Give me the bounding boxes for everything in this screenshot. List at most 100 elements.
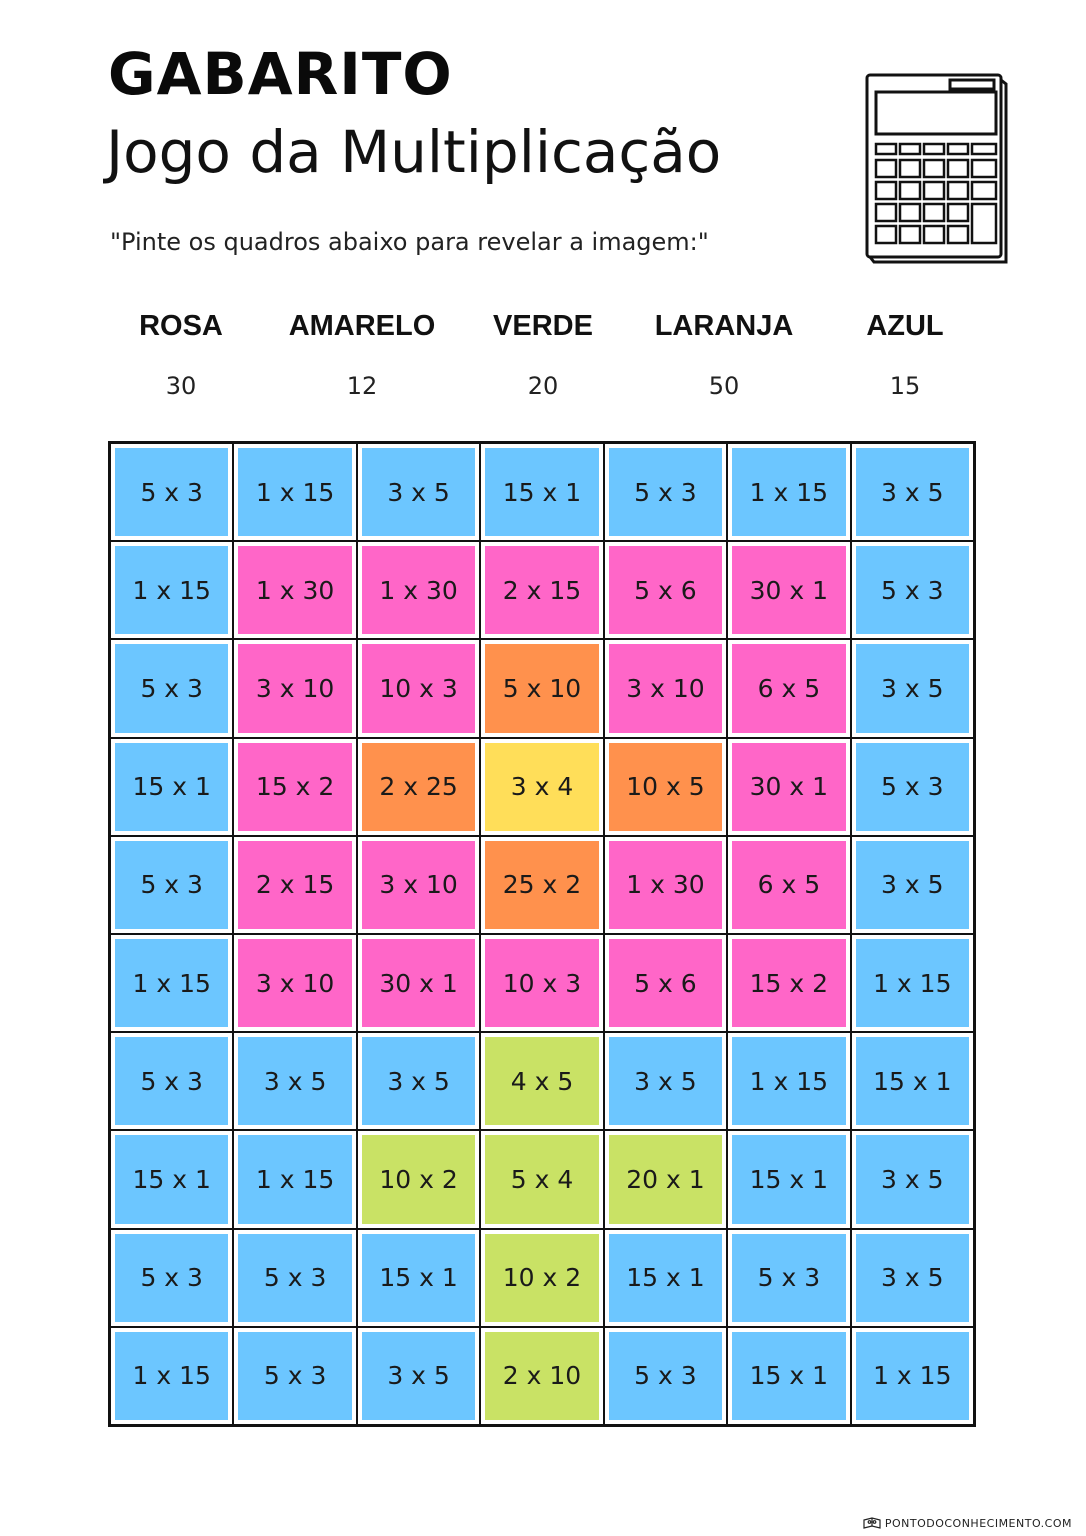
grid-cell-label: 1 x 15: [115, 1331, 229, 1420]
grid-cell-label: 3 x 5: [238, 1037, 352, 1126]
grid-cell-label: 1 x 15: [115, 546, 229, 635]
grid-cell: 1 x 30: [604, 836, 727, 933]
grid-cell-label: 1 x 15: [855, 938, 969, 1028]
grid-cell: 1 x 30: [357, 542, 480, 639]
legend-name-azul: AZUL: [866, 310, 944, 342]
grid-cell: 6 x 5: [728, 836, 850, 933]
grid-cell: 15 x 2: [234, 738, 356, 835]
grid-cell: 15 x 1: [481, 444, 603, 541]
grid-cell-label: 5 x 3: [855, 742, 969, 831]
grid-cell: 5 x 6: [604, 542, 727, 639]
grid-cell: 5 x 3: [111, 444, 233, 541]
grid-cell: 15 x 1: [728, 1131, 850, 1228]
grid-cell-label: 1 x 30: [238, 546, 352, 635]
grid-cell-label: 2 x 15: [238, 840, 352, 929]
grid-cell-label: 3 x 5: [855, 448, 969, 537]
grid-cell-label: 3 x 10: [238, 644, 352, 733]
grid-cell: 30 x 1: [357, 934, 480, 1032]
grid-cell-label: 1 x 30: [608, 840, 723, 929]
footer: PONTODOCONHECIMENTO.COM: [863, 1516, 1072, 1530]
grid-cell-label: 5 x 3: [732, 1233, 846, 1322]
grid-cell-label: 10 x 5: [608, 742, 723, 831]
grid-cell: 10 x 2: [481, 1229, 603, 1326]
grid-cell-label: 3 x 5: [361, 448, 476, 537]
grid-cell: 5 x 3: [111, 1229, 233, 1326]
grid-cell: 3 x 5: [851, 444, 973, 541]
grid-cell: 2 x 15: [234, 836, 356, 933]
grid-cell: 25 x 2: [481, 836, 603, 933]
grid-cell: 5 x 3: [111, 836, 233, 933]
grid-cell-label: 15 x 1: [855, 1037, 969, 1126]
grid-cell: 3 x 10: [357, 836, 480, 933]
grid-cell: 5 x 3: [604, 1327, 727, 1424]
grid-cell-label: 15 x 1: [608, 1233, 723, 1322]
grid-cell: 1 x 15: [728, 1033, 850, 1130]
grid-cell-label: 5 x 3: [238, 1331, 352, 1420]
grid-cell: 15 x 2: [728, 934, 850, 1032]
grid-cell: 4 x 5: [481, 1033, 603, 1130]
legend-value-azul: 15: [889, 372, 921, 400]
legend-value-rosa: 30: [165, 372, 197, 400]
calculator-icon: [865, 73, 1008, 264]
grid-cell-label: 1 x 15: [732, 1037, 846, 1126]
grid-cell-label: 3 x 5: [361, 1331, 476, 1420]
grid-cell: 3 x 10: [234, 640, 356, 737]
grid-cell: 5 x 3: [728, 1229, 850, 1326]
grid-cell-label: 15 x 1: [732, 1135, 846, 1224]
grid-cell-label: 5 x 3: [115, 1233, 229, 1322]
grid-cell-label: 15 x 2: [238, 742, 352, 831]
grid-cell-label: 10 x 2: [485, 1233, 599, 1322]
grid-cell: 15 x 1: [111, 1131, 233, 1228]
grid-cell-label: 10 x 3: [485, 938, 599, 1028]
grid-cell: 30 x 1: [728, 738, 850, 835]
grid-cell-label: 5 x 3: [238, 1233, 352, 1322]
grid-cell-label: 20 x 1: [608, 1135, 723, 1224]
grid-cell-label: 15 x 1: [115, 742, 229, 831]
page-title: GABARITO: [108, 40, 453, 108]
grid-cell-label: 5 x 10: [485, 644, 599, 733]
grid-cell: 15 x 1: [728, 1327, 850, 1424]
grid-cell-label: 3 x 4: [485, 742, 599, 831]
grid-cell-label: 1 x 15: [855, 1331, 969, 1420]
grid-cell-label: 30 x 1: [732, 546, 846, 635]
grid-cell: 5 x 3: [851, 542, 973, 639]
grid-cell-label: 15 x 1: [485, 448, 599, 537]
grid-cell-label: 30 x 1: [732, 742, 846, 831]
grid-cell-label: 1 x 15: [238, 448, 352, 537]
grid-cell: 10 x 2: [357, 1131, 480, 1228]
grid-cell: 1 x 15: [111, 1327, 233, 1424]
grid-cell: 15 x 1: [851, 1033, 973, 1130]
grid-cell: 3 x 10: [604, 640, 727, 737]
grid-cell: 1 x 15: [234, 1131, 356, 1228]
footer-site: PONTODOCONHECIMENTO.COM: [884, 1516, 1072, 1530]
grid-cell: 3 x 5: [851, 1229, 973, 1326]
grid-cell: 1 x 15: [111, 934, 233, 1032]
grid-cell: 3 x 4: [481, 738, 603, 835]
grid-cell: 10 x 3: [481, 934, 603, 1032]
grid-cell-label: 5 x 6: [608, 938, 723, 1028]
grid-cell: 6 x 5: [728, 640, 850, 737]
grid-cell: 1 x 15: [111, 542, 233, 639]
grid-cell-label: 4 x 5: [485, 1037, 599, 1126]
grid-cell: 3 x 5: [604, 1033, 727, 1130]
grid-cell-label: 3 x 10: [238, 938, 352, 1028]
grid-cell: 5 x 6: [604, 934, 727, 1032]
grid-cell: 3 x 5: [357, 1327, 480, 1424]
grid-cell: 5 x 3: [604, 444, 727, 541]
grid-cell-label: 5 x 3: [608, 1331, 723, 1420]
grid-cell-label: 15 x 2: [732, 938, 846, 1028]
grid-cell-label: 3 x 10: [361, 840, 476, 929]
grid-cell-label: 2 x 15: [485, 546, 599, 635]
grid-cell: 5 x 3: [234, 1229, 356, 1326]
grid-cell: 1 x 15: [851, 1327, 973, 1424]
grid-cell-label: 3 x 5: [608, 1037, 723, 1126]
grid-cell: 20 x 1: [604, 1131, 727, 1228]
grid-cell: 10 x 5: [604, 738, 727, 835]
legend-value-laranja: 50: [708, 372, 740, 400]
grid-cell-label: 5 x 3: [115, 644, 229, 733]
grid-cell: 3 x 10: [234, 934, 356, 1032]
legend-name-verde: VERDE: [493, 310, 593, 342]
grid-cell-label: 3 x 5: [855, 1233, 969, 1322]
grid-cell: 2 x 25: [357, 738, 480, 835]
